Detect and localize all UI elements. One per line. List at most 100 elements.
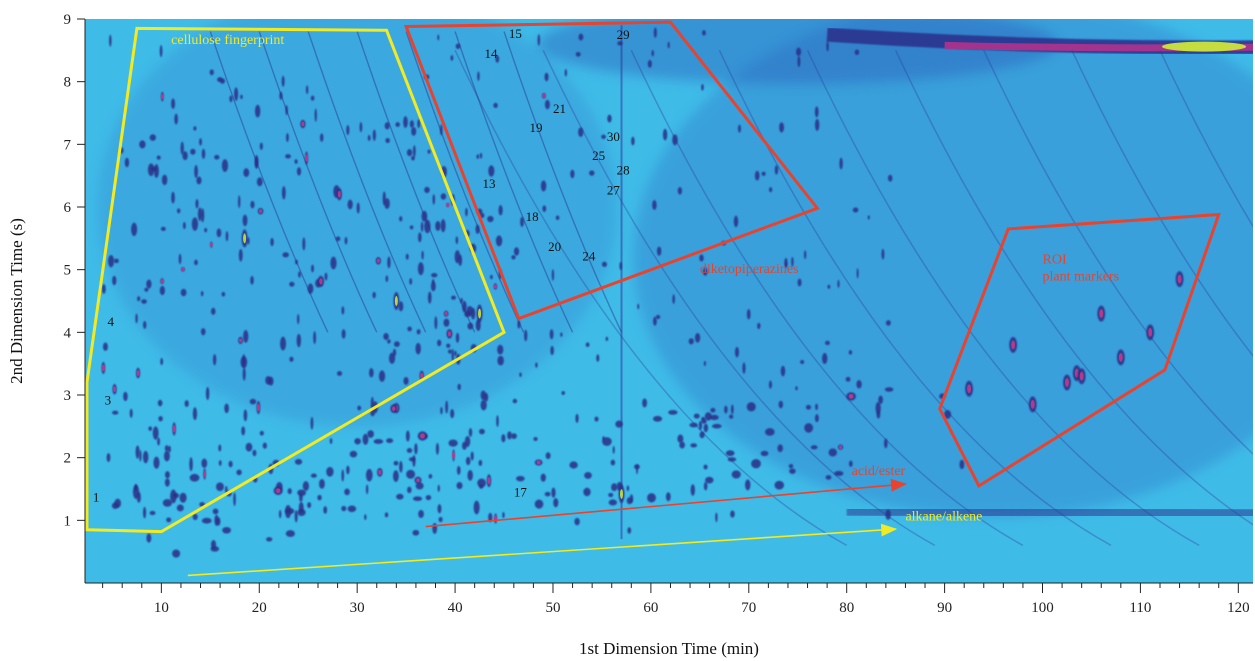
peak-spot bbox=[774, 165, 779, 175]
peak-body bbox=[237, 195, 241, 209]
peak-body bbox=[356, 202, 360, 214]
peak-body bbox=[407, 326, 412, 332]
peak-spot bbox=[163, 450, 170, 462]
peak-body bbox=[347, 199, 353, 210]
peak-body bbox=[294, 510, 298, 523]
peak-body bbox=[468, 428, 473, 437]
peak-label-14: 14 bbox=[484, 46, 498, 61]
peak-label-15: 15 bbox=[509, 26, 522, 41]
peak-spot bbox=[278, 509, 282, 519]
peak-spot bbox=[297, 489, 307, 497]
peak-body bbox=[826, 41, 829, 52]
peak-spot bbox=[347, 505, 357, 513]
peak-spot bbox=[570, 169, 575, 179]
peak-spot bbox=[618, 485, 625, 504]
peak-body bbox=[760, 450, 769, 457]
peak-body bbox=[179, 492, 187, 503]
peak-body bbox=[392, 470, 399, 482]
peak-body bbox=[393, 460, 399, 466]
peak-spot bbox=[216, 517, 221, 526]
peak-body bbox=[497, 355, 504, 366]
peak-spot bbox=[405, 253, 409, 260]
peak-spot bbox=[346, 465, 350, 475]
peak-body bbox=[848, 350, 853, 355]
peak-spot bbox=[605, 336, 609, 342]
peak-spot bbox=[578, 33, 584, 41]
trend-arrow-1 bbox=[187, 523, 898, 577]
peak-spot bbox=[373, 439, 384, 445]
peak-spot bbox=[475, 224, 480, 234]
peak-body bbox=[884, 387, 894, 392]
peak-spot bbox=[259, 142, 263, 151]
peak-body bbox=[144, 287, 149, 292]
peak-body bbox=[642, 398, 648, 408]
peak-body bbox=[417, 119, 421, 128]
peak-body bbox=[699, 254, 704, 262]
peak-spot bbox=[144, 287, 149, 292]
peak-spot bbox=[146, 533, 152, 543]
peak-spot bbox=[608, 492, 614, 498]
peak-spot bbox=[440, 219, 446, 233]
peak-body bbox=[407, 486, 412, 494]
peak-spot bbox=[637, 303, 640, 310]
peak-spot bbox=[454, 350, 457, 356]
peak-body bbox=[221, 291, 226, 297]
peak-spot bbox=[434, 316, 438, 330]
peak-spot bbox=[392, 348, 397, 357]
peak-spot bbox=[495, 55, 500, 63]
peak-spot bbox=[703, 464, 708, 470]
peak-core bbox=[620, 489, 624, 499]
peak-body bbox=[142, 506, 147, 519]
peak-body bbox=[779, 122, 785, 133]
peak-body bbox=[194, 164, 198, 179]
peak-spot bbox=[702, 30, 706, 36]
peak-spot bbox=[182, 222, 186, 230]
peak-spot bbox=[417, 431, 428, 441]
peak-body bbox=[296, 333, 302, 348]
peak-body bbox=[651, 49, 655, 57]
peak-body bbox=[814, 118, 820, 131]
peak-core bbox=[113, 386, 117, 393]
peak-body bbox=[405, 430, 410, 442]
peak-spot bbox=[106, 453, 111, 463]
peak-body bbox=[406, 149, 413, 157]
peak-spot bbox=[178, 253, 182, 265]
peak-body bbox=[378, 370, 386, 382]
peak-spot bbox=[190, 148, 196, 155]
peak-body bbox=[415, 482, 424, 490]
peak-spot bbox=[455, 236, 459, 245]
peak-spot bbox=[788, 463, 794, 469]
peak-spot bbox=[569, 461, 578, 469]
peak-spot bbox=[502, 511, 505, 519]
peak-body bbox=[159, 285, 166, 296]
peak-spot bbox=[195, 198, 199, 209]
peak-spot bbox=[959, 459, 965, 470]
peak-body bbox=[788, 463, 794, 469]
peak-body bbox=[205, 386, 210, 400]
peak-body bbox=[594, 416, 599, 422]
peak-spot bbox=[455, 43, 461, 50]
peak-spot bbox=[152, 426, 159, 440]
peak-body bbox=[210, 540, 217, 549]
peak-spot bbox=[364, 514, 367, 521]
peak-spot bbox=[612, 446, 615, 454]
peak-spot bbox=[242, 214, 248, 227]
peak-spot bbox=[314, 108, 317, 122]
peak-spot bbox=[285, 105, 288, 116]
peak-body bbox=[647, 59, 652, 68]
peak-body bbox=[488, 512, 493, 523]
peak-body bbox=[214, 154, 220, 160]
peak-body bbox=[814, 414, 819, 423]
peak-spot bbox=[427, 149, 431, 154]
peak-spot bbox=[112, 383, 117, 395]
peak-body bbox=[768, 187, 773, 193]
peak-spot bbox=[142, 450, 149, 464]
peak-body bbox=[396, 493, 404, 500]
peak-body bbox=[480, 390, 487, 401]
peak-spot bbox=[611, 483, 618, 492]
peak-body bbox=[399, 460, 403, 473]
streak-line bbox=[894, 50, 1253, 526]
peak-body bbox=[734, 346, 739, 358]
peak-spot bbox=[665, 492, 671, 502]
peak-body bbox=[834, 470, 844, 477]
